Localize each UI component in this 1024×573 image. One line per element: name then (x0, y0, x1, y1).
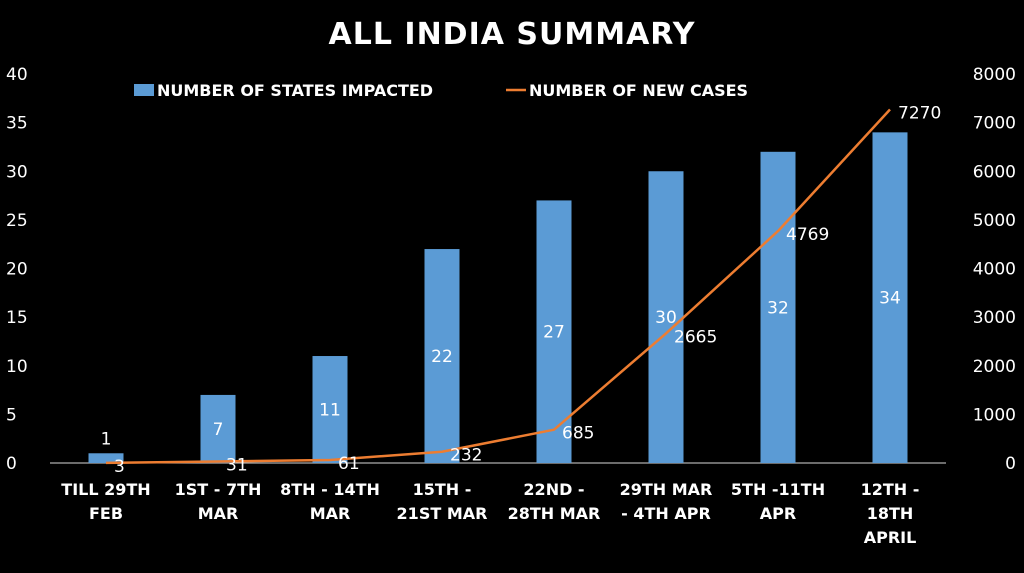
bar (760, 151, 796, 464)
bar-data-label: 30 (655, 308, 677, 328)
line-data-label: 3 (114, 457, 125, 477)
legend-line-label: NUMBER OF NEW CASES (529, 81, 748, 100)
right-tick-label: 8000 (973, 65, 1016, 85)
category-label-line: APRIL (864, 528, 917, 547)
bar-data-label: 1 (101, 429, 112, 449)
category-label-line: 1ST - 7TH (175, 480, 262, 499)
left-tick-label: 25 (6, 211, 28, 231)
category-label-line: 15TH - (413, 480, 472, 499)
bar-data-label: 7 (213, 420, 224, 440)
right-tick-label: 5000 (973, 211, 1016, 231)
bar (88, 453, 124, 463)
category-label: 8TH - 14TH MAR (280, 480, 380, 523)
bar-data-label: 22 (431, 347, 453, 367)
category-label-line: 8TH - 14TH (280, 480, 380, 499)
legend-bar-swatch (134, 84, 154, 96)
right-tick-label: 7000 (973, 114, 1016, 134)
chart-title: ALL INDIA SUMMARY (329, 17, 696, 52)
left-axis: 0 5 10 15 20 25 30 35 40 (6, 65, 28, 474)
line-data-label: 61 (338, 454, 360, 474)
right-tick-label: 4000 (973, 260, 1016, 280)
legend: NUMBER OF STATES IMPACTED NUMBER OF NEW … (134, 81, 748, 100)
line-data-labels: 3 31 61 232 685 2665 4769 7270 (114, 103, 941, 476)
bar-data-label: 11 (319, 401, 341, 421)
category-label-line: MAR (310, 504, 351, 523)
category-label: 5TH -11TH APR (731, 480, 825, 523)
left-tick-label: 0 (6, 454, 17, 474)
bar (312, 356, 348, 463)
line-data-label: 2665 (674, 327, 717, 347)
right-tick-label: 2000 (973, 357, 1016, 377)
bar-series (88, 132, 908, 464)
left-tick-label: 30 (6, 162, 28, 182)
category-label-line: 12TH - (861, 480, 920, 499)
category-label-line: 29TH MAR (620, 480, 713, 499)
bar-data-label: 34 (879, 289, 901, 309)
category-label: 29TH MAR - 4TH APR (620, 480, 713, 523)
category-label-line: 21ST MAR (397, 504, 488, 523)
line-data-label: 685 (562, 424, 594, 444)
right-tick-label: 6000 (973, 162, 1016, 182)
bar (200, 394, 236, 463)
bar (424, 249, 460, 463)
bar (648, 171, 684, 463)
category-label-line: 18TH (867, 504, 914, 523)
category-label-line: FEB (89, 504, 123, 523)
category-label-line: - 4TH APR (621, 504, 711, 523)
left-tick-label: 15 (6, 308, 28, 328)
category-labels: TILL 29TH FEB 1ST - 7TH MAR 8TH - 14TH MAR 15T… (61, 480, 919, 547)
bar-data-label: 27 (543, 323, 565, 343)
line-data-label: 7270 (898, 103, 941, 123)
category-label-line: APR (760, 504, 796, 523)
category-label-line: MAR (198, 504, 239, 523)
line-series (105, 108, 891, 465)
right-tick-label: 0 (1005, 454, 1016, 474)
category-label: 1ST - 7TH MAR (175, 480, 262, 523)
category-label: TILL 29TH FEB (61, 480, 150, 523)
line-path (105, 108, 891, 465)
left-tick-label: 10 (6, 357, 28, 377)
category-label-line: 5TH -11TH (731, 480, 825, 499)
category-label: 15TH - 21ST MAR (397, 480, 488, 523)
bar-data-labels: 1 7 11 22 27 30 32 34 (101, 289, 901, 450)
bar (872, 132, 908, 463)
category-label-line: 28TH MAR (508, 504, 601, 523)
legend-bar-label: NUMBER OF STATES IMPACTED (157, 81, 433, 100)
left-tick-label: 5 (6, 405, 17, 425)
category-label-line: TILL 29TH (61, 480, 150, 499)
left-tick-label: 20 (6, 260, 28, 280)
right-axis: 0 1000 2000 3000 4000 5000 6000 7000 8000 (973, 65, 1016, 474)
category-label: 22ND - 28TH MAR (508, 480, 601, 523)
line-data-label: 232 (450, 446, 482, 466)
bar-data-label: 32 (767, 298, 789, 318)
right-tick-label: 3000 (973, 308, 1016, 328)
right-tick-label: 1000 (973, 405, 1016, 425)
left-tick-label: 35 (6, 114, 28, 134)
category-label-line: 22ND - (523, 480, 584, 499)
line-data-label: 31 (226, 455, 248, 475)
category-label: 12TH - 18TH APRIL (861, 480, 920, 547)
left-tick-label: 40 (6, 65, 28, 85)
line-data-label: 4769 (786, 225, 829, 245)
